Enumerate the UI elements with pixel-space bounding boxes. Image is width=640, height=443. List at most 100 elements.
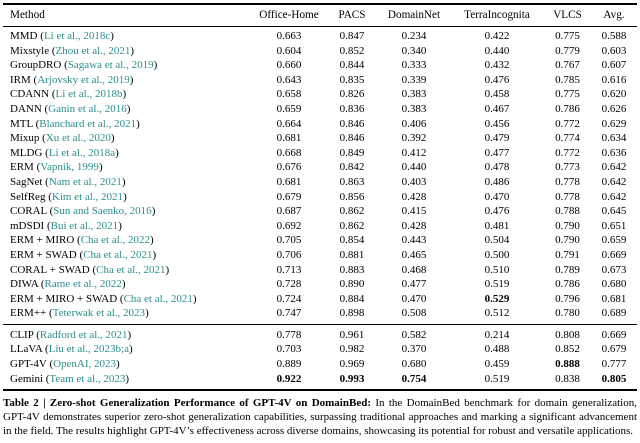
citation-link[interactable]: Vapnik, 1999 bbox=[40, 161, 99, 174]
citation-link[interactable]: Kim et al., 2021 bbox=[51, 190, 124, 203]
score-cell: 0.428 bbox=[401, 190, 427, 203]
table-row: GPT-4V (OpenAI, 2023) 0.889 0.969 0.680 0.45… bbox=[3, 357, 637, 372]
score-cell: 0.692 bbox=[276, 219, 302, 232]
score-cell: 0.888 bbox=[555, 358, 580, 371]
citation-link[interactable]: Blanchard et al., 2021 bbox=[39, 117, 137, 130]
method-name: SagNet bbox=[10, 175, 43, 188]
citation-link[interactable]: Rame et al., 2022 bbox=[44, 278, 122, 291]
method-name: CDANN bbox=[10, 88, 50, 101]
score-cell: 0.969 bbox=[339, 358, 365, 371]
citation-link[interactable]: Liu et al., 2023b;a bbox=[48, 343, 129, 356]
score-cell: 0.468 bbox=[401, 263, 427, 276]
score-cell: 0.862 bbox=[339, 219, 365, 232]
citation-link[interactable]: Sagawa et al., 2019 bbox=[67, 59, 154, 72]
score-cell: 0.842 bbox=[339, 161, 365, 174]
method-cell: CDANN (Li et al., 2018b) bbox=[10, 88, 127, 101]
score-cell: 0.780 bbox=[555, 307, 580, 320]
score-cell: 0.681 bbox=[601, 292, 627, 305]
score-cell: 0.773 bbox=[555, 161, 580, 174]
table-row: Mixup (Xu et al., 2020) 0.681 0.846 0.392 0.… bbox=[3, 131, 637, 146]
citation-link[interactable]: Cha et al., 2021 bbox=[123, 292, 193, 305]
score-cell: 0.440 bbox=[484, 44, 510, 57]
score-cell: 0.680 bbox=[401, 358, 427, 371]
score-cell: 0.788 bbox=[555, 205, 580, 218]
method-name: MLDG bbox=[10, 146, 43, 159]
citation-link[interactable]: Team et al., 2023 bbox=[49, 372, 126, 385]
score-cell: 0.604 bbox=[276, 44, 302, 57]
citation-link[interactable]: Cha et al., 2021 bbox=[83, 248, 153, 261]
score-cell: 0.754 bbox=[401, 372, 427, 385]
table-row: SagNet (Nam et al., 2021) 0.681 0.863 0.403… bbox=[3, 175, 637, 190]
score-cell: 0.889 bbox=[276, 358, 302, 371]
score-cell: 0.333 bbox=[401, 59, 427, 72]
method-cell: ERM + MIRO (Cha et al., 2022) bbox=[10, 234, 154, 247]
method-cell: MLDG (Li et al., 2018a) bbox=[10, 146, 119, 159]
method-cell: GroupDRO (Sagawa et al., 2019) bbox=[10, 59, 158, 72]
citation-link[interactable]: Xu et al., 2020 bbox=[45, 132, 111, 145]
score-cell: 0.214 bbox=[484, 328, 510, 341]
score-cell: 0.785 bbox=[555, 73, 580, 86]
citation-link[interactable]: Teterwak et al., 2023 bbox=[52, 307, 146, 320]
method-cell: DIWA (Rame et al., 2022) bbox=[10, 278, 126, 291]
method-name: LLaVA bbox=[10, 343, 43, 356]
score-cell: 0.403 bbox=[401, 175, 427, 188]
citation-link[interactable]: Li et al., 2018a bbox=[48, 146, 116, 159]
score-cell: 0.645 bbox=[601, 205, 627, 218]
score-cell: 0.642 bbox=[601, 190, 627, 203]
score-cell: 0.846 bbox=[339, 117, 365, 130]
score-cell: 0.786 bbox=[555, 278, 580, 291]
caption-title: Zero-shot Generalization Performance of … bbox=[49, 397, 371, 410]
score-cell: 0.844 bbox=[339, 59, 365, 72]
score-cell: 0.778 bbox=[276, 328, 302, 341]
citation-link[interactable]: Bui et al., 2021 bbox=[50, 219, 119, 232]
score-cell: 0.432 bbox=[484, 59, 510, 72]
citation-link[interactable]: Li et al., 2018c bbox=[43, 30, 111, 42]
citation-link[interactable]: Zhou et al., 2021 bbox=[55, 44, 131, 57]
caption-label: Table 2 bbox=[3, 397, 39, 410]
method-cell: ERM + SWAD (Cha et al., 2021) bbox=[10, 248, 157, 261]
table-row: GroupDRO (Sagawa et al., 2019) 0.660 0.844… bbox=[3, 58, 637, 73]
citation-link[interactable]: Nam et al., 2021 bbox=[48, 175, 122, 188]
score-cell: 0.456 bbox=[484, 117, 510, 130]
method-cell: SelfReg (Kim et al., 2021) bbox=[10, 190, 127, 203]
citation-link[interactable]: Sun and Saenko, 2016 bbox=[53, 205, 152, 218]
column-header-domainnet: DomainNet bbox=[378, 4, 450, 27]
score-cell: 0.724 bbox=[276, 292, 302, 305]
score-cell: 0.234 bbox=[401, 30, 427, 42]
column-header-pacs: PACS bbox=[326, 4, 378, 27]
score-cell: 0.705 bbox=[276, 234, 302, 247]
citation-link[interactable]: Ganin et al., 2016 bbox=[48, 102, 127, 115]
table-row: MTL (Blanchard et al., 2021) 0.664 0.846 0.… bbox=[3, 117, 637, 132]
method-cell: SagNet (Nam et al., 2021) bbox=[10, 175, 126, 188]
score-cell: 0.777 bbox=[601, 358, 627, 371]
method-cell: Mixstyle (Zhou et al., 2021) bbox=[10, 44, 135, 57]
method-name: Mixup bbox=[10, 132, 40, 145]
score-cell: 0.862 bbox=[339, 205, 365, 218]
score-cell: 0.835 bbox=[339, 73, 365, 86]
table-row: Gemini (Team et al., 2023) 0.922 0.993 0.75… bbox=[3, 372, 637, 391]
score-cell: 0.479 bbox=[484, 132, 510, 145]
table-row: MLDG (Li et al., 2018a) 0.668 0.849 0.412 0.… bbox=[3, 146, 637, 161]
citation-link[interactable]: Radford et al., 2021 bbox=[39, 328, 128, 341]
caption-separator: | bbox=[43, 397, 46, 410]
score-cell: 0.392 bbox=[401, 132, 427, 145]
citation-link[interactable]: Cha et al., 2022 bbox=[80, 234, 151, 247]
citation-link[interactable]: Arjovsky et al., 2019 bbox=[37, 73, 130, 86]
method-cell: ERM + MIRO + SWAD (Cha et al., 2021) bbox=[10, 292, 197, 305]
citation-link[interactable]: Li et al., 2018b bbox=[55, 88, 123, 101]
method-name: GPT-4V bbox=[10, 358, 47, 371]
score-cell: 0.519 bbox=[484, 372, 510, 385]
method-name: CORAL + SWAD bbox=[10, 263, 90, 276]
score-cell: 0.383 bbox=[401, 88, 427, 101]
method-name: MMD bbox=[10, 30, 38, 42]
table-row: LLaVA (Liu et al., 2023b;a) 0.703 0.982 0.3… bbox=[3, 342, 637, 357]
score-cell: 0.477 bbox=[484, 146, 510, 159]
citation-link[interactable]: OpenAI, 2023 bbox=[53, 358, 117, 371]
method-name: GroupDRO bbox=[10, 59, 62, 72]
score-cell: 0.664 bbox=[276, 117, 302, 130]
score-cell: 0.679 bbox=[276, 190, 302, 203]
score-cell: 0.789 bbox=[555, 263, 580, 276]
citation-link[interactable]: Cha et al., 2021 bbox=[96, 263, 166, 276]
score-cell: 0.883 bbox=[339, 263, 365, 276]
method-cell: IRM (Arjovsky et al., 2019) bbox=[10, 73, 134, 86]
